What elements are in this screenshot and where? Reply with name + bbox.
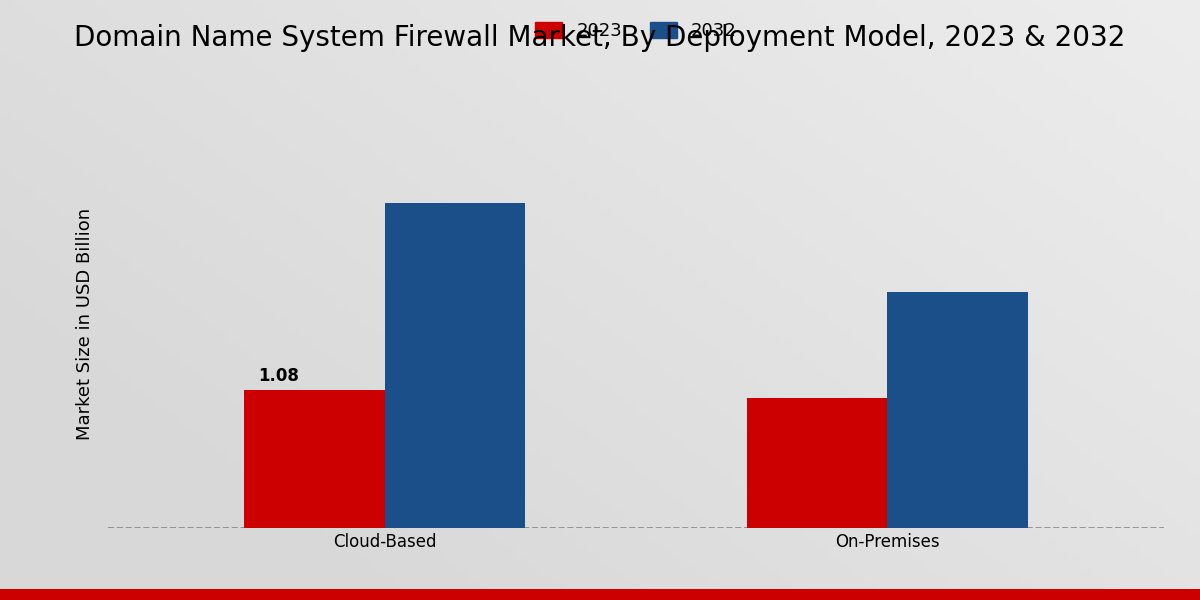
Y-axis label: Market Size in USD Billion: Market Size in USD Billion xyxy=(76,208,94,440)
Text: 1.08: 1.08 xyxy=(258,367,299,385)
Bar xyxy=(384,203,526,528)
Text: Domain Name System Firewall Market, By Deployment Model, 2023 & 2032: Domain Name System Firewall Market, By D… xyxy=(74,24,1126,52)
Bar xyxy=(244,390,384,528)
Bar xyxy=(746,398,888,528)
Legend: 2023, 2032: 2023, 2032 xyxy=(528,15,744,47)
Bar xyxy=(888,292,1028,528)
